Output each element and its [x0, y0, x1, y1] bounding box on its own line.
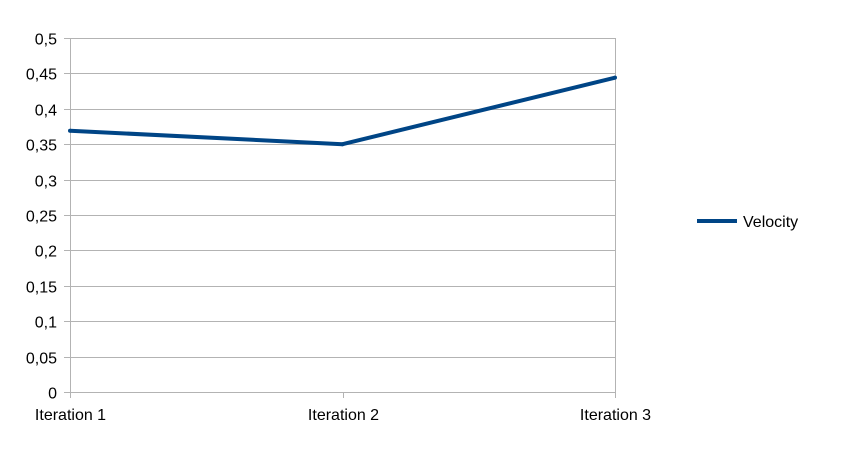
data-point	[68, 128, 72, 133]
gridlines	[70, 38, 616, 393]
x-tick-label: Iteration 2	[308, 407, 379, 424]
y-tick-label: 0,3	[35, 174, 57, 191]
y-tick-label: 0,35	[26, 138, 57, 155]
y-tick-label: 0,5	[35, 32, 57, 49]
y-axis-tick-labels: 0 0,05 0,1 0,15 0,2 0,25 0,3 0,35 0,4 0,45 0,5	[26, 32, 57, 403]
legend-label-velocity: Velocity	[743, 214, 798, 231]
data-point	[613, 75, 617, 80]
y-tick-label: 0,45	[26, 67, 57, 84]
y-tick-label: 0,1	[35, 315, 57, 332]
data-point	[340, 142, 345, 147]
y-tick-label: 0,15	[26, 280, 57, 297]
x-axis-tick-labels: Iteration 1 Iteration 2 Iteration 3	[35, 407, 651, 424]
axes	[64, 38, 616, 398]
y-tick-label: 0	[48, 386, 57, 403]
x-tick-label: Iteration 1	[35, 407, 106, 424]
y-tick-label: 0,4	[35, 103, 57, 120]
legend: Velocity	[697, 214, 798, 231]
series-lines	[68, 75, 617, 147]
y-tick-label: 0,25	[26, 209, 57, 226]
x-tick-label: Iteration 3	[580, 407, 651, 424]
y-tick-label: 0,2	[35, 244, 57, 261]
series-line-velocity	[69, 75, 616, 147]
y-tick-label: 0,05	[26, 351, 57, 368]
